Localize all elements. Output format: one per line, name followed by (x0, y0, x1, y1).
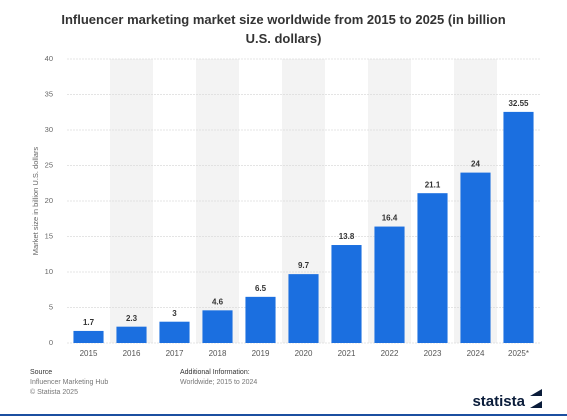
value-label: 24 (471, 160, 480, 169)
value-label: 9.7 (298, 261, 310, 270)
x-tick-label: 2019 (252, 349, 270, 358)
logo-icon (530, 389, 542, 408)
bar (331, 245, 362, 343)
logo: statista (472, 393, 525, 410)
x-tick-label: 2025* (508, 349, 529, 358)
value-label: 1.7 (83, 318, 95, 327)
bar (374, 226, 405, 343)
bar (116, 326, 147, 343)
y-tick-label: 40 (45, 54, 53, 63)
info: Worldwide; 2015 to 2024 (180, 379, 257, 386)
y-tick-label: 15 (45, 231, 53, 240)
y-tick-label: 20 (45, 196, 53, 205)
value-label: 21.1 (425, 180, 441, 189)
x-tick-label: 2024 (467, 349, 485, 358)
info-heading: Additional Information: (180, 369, 250, 376)
copyright: © Statista 2025 (30, 388, 78, 396)
bottom-rule (0, 414, 567, 416)
y-axis-label: Market size in billion U.S. dollars (31, 147, 40, 256)
value-label: 4.6 (212, 297, 224, 306)
bar (417, 193, 448, 343)
value-label: 3 (172, 309, 177, 318)
x-tick-label: 2015 (80, 349, 98, 358)
bar (202, 310, 233, 343)
y-tick-label: 25 (45, 160, 53, 169)
value-label: 2.3 (126, 314, 138, 323)
source-heading: Source (30, 369, 52, 376)
x-tick-label: 2020 (295, 349, 313, 358)
source: Influencer Marketing Hub (30, 379, 108, 386)
bar (159, 321, 190, 343)
value-label: 16.4 (382, 214, 398, 223)
y-tick-label: 30 (45, 125, 53, 134)
x-tick-label: 2022 (381, 349, 399, 358)
y-tick-label: 0 (49, 338, 53, 347)
y-tick-label: 35 (45, 89, 53, 98)
bar (460, 172, 491, 343)
bar (73, 330, 104, 343)
value-label: 6.5 (255, 284, 267, 293)
x-tick-label: 2018 (209, 349, 227, 358)
x-tick-label: 2017 (166, 349, 184, 358)
bar (503, 111, 534, 344)
bar (245, 296, 276, 343)
x-tick-label: 2023 (424, 349, 442, 358)
y-tick-label: 10 (45, 267, 53, 276)
x-tick-label: 2016 (123, 349, 141, 358)
x-tick-label: 2021 (338, 349, 356, 358)
bar (288, 274, 319, 343)
y-tick-label: 5 (49, 302, 53, 311)
value-label: 32.55 (508, 99, 529, 108)
chart-title: Influencer marketing market size worldwi… (61, 12, 506, 46)
value-label: 13.8 (339, 232, 355, 241)
